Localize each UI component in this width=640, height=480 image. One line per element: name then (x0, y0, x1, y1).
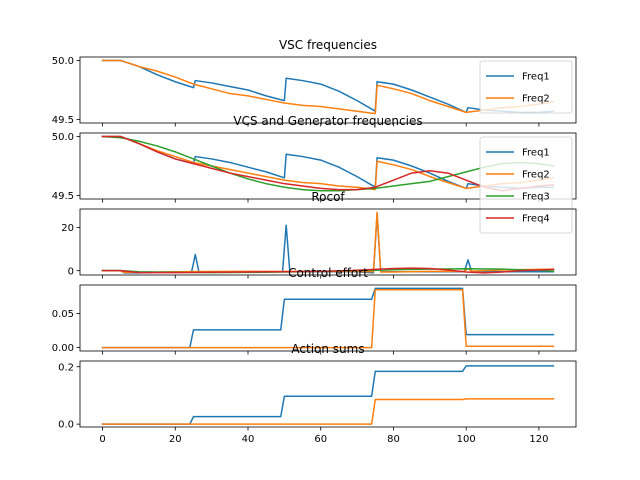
xtick-label: 80 (387, 434, 400, 445)
xtick-label: 0 (99, 434, 105, 445)
ytick-label: 0.0 (58, 420, 74, 431)
legend-label: Freq2 (522, 94, 550, 105)
ytick-label: 0.2 (58, 362, 74, 373)
xtick-label: 120 (529, 434, 548, 445)
panel-1: 49.5 50.0 VSC frequencies Freq1 Freq2 (52, 38, 577, 127)
legend-label: Freq1 (522, 148, 550, 159)
panel-title: VSC frequencies (279, 38, 377, 52)
ytick-label: 0.00 (52, 343, 74, 354)
axes-frame (79, 360, 577, 428)
panel-3: 0 20 Rocof (61, 190, 577, 279)
xtick-label: 100 (457, 434, 476, 445)
axes-frame (79, 284, 577, 352)
ytick-label: 49.5 (52, 115, 74, 126)
legend-label: Freq4 (522, 214, 550, 225)
panel-title: Action sums (291, 342, 364, 356)
ytick-label: 0 (68, 266, 74, 277)
series-line-3-4 (101, 267, 555, 274)
series-line-1-1 (101, 59, 555, 114)
xtick-label: 20 (169, 434, 182, 445)
ytick-label: 50.0 (52, 132, 74, 143)
ytick-label: 20 (61, 223, 74, 234)
series-line-1-2 (101, 59, 555, 115)
ytick-label: 0.05 (52, 309, 74, 320)
legend: Freq1 Freq2 (479, 60, 573, 114)
axes-frame (79, 56, 577, 124)
panel-title: VCS and Generator frequencies (233, 114, 422, 128)
legend: Freq1 Freq2 Freq3 Freq4 (479, 136, 573, 234)
axes-frame (79, 132, 577, 200)
series-line-5-2 (101, 398, 555, 425)
legend-box (479, 60, 573, 114)
panel-title: Control effort (288, 266, 368, 280)
ytick-label: 49.5 (52, 191, 74, 202)
series-line-4-1 (101, 287, 555, 349)
panel-title: Rocof (311, 190, 345, 204)
panel-4: 0.00 0.05 Control effort (52, 266, 577, 355)
legend-label: Freq1 (522, 72, 550, 83)
panel-2: 49.5 50.0 VCS and Generator frequencies Fre… (52, 114, 577, 234)
series-line-2-2 (101, 135, 555, 191)
axes-frame (79, 208, 577, 276)
legend-label: Freq2 (522, 170, 550, 181)
series-line-5-1 (101, 365, 555, 425)
xtick-label: 60 (314, 434, 327, 445)
legend-label: Freq3 (522, 192, 550, 203)
series-line-4-2 (101, 289, 555, 349)
panel-5: 0.0 0.2 0 20 40 60 80 100 120 Action sums (58, 342, 577, 445)
xtick-label: 40 (242, 434, 255, 445)
ytick-label: 50.0 (52, 56, 74, 67)
